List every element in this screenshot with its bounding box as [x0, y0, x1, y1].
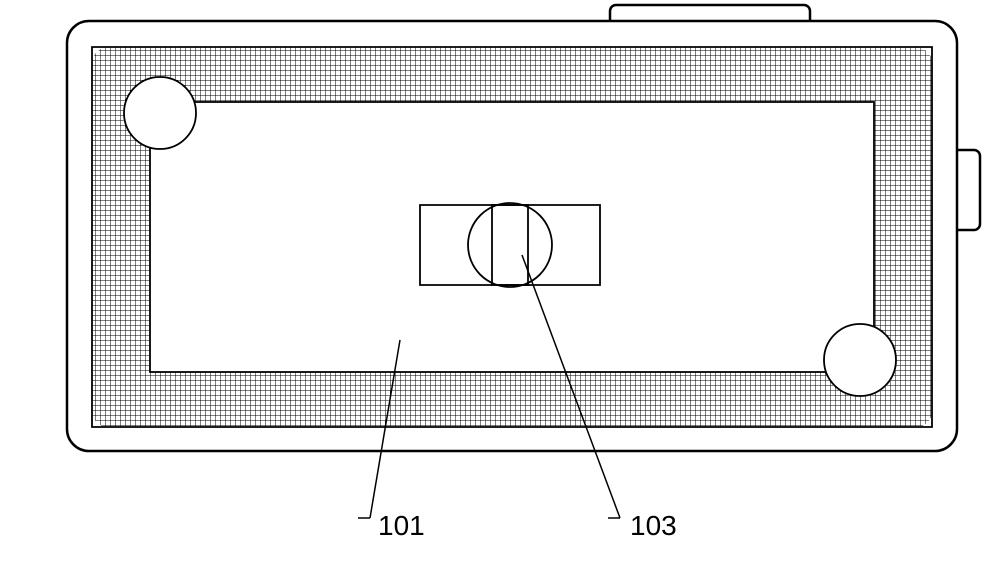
- technical-drawing: 101 103: [0, 0, 1000, 563]
- label-103: 103: [630, 510, 677, 541]
- corner-hole-bottom-right: [824, 324, 896, 396]
- center-block: [420, 205, 600, 285]
- corner-hole-top-left: [124, 77, 196, 149]
- label-101: 101: [378, 510, 425, 541]
